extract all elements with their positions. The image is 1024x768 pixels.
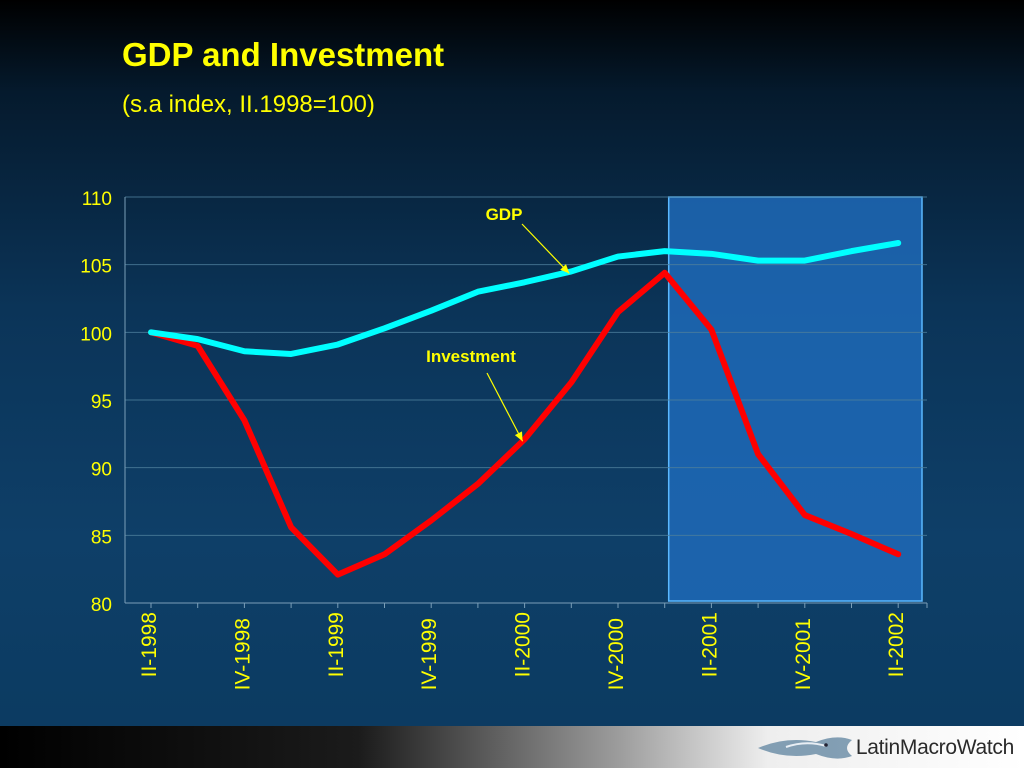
x-tick-label: II-1999 — [325, 612, 348, 677]
logo-text: LatinMacroWatch — [855, 736, 1014, 759]
x-tick-label: IV-2000 — [605, 618, 628, 690]
annotation-arrow-line — [521, 223, 570, 274]
annotation-arrowhead — [560, 264, 570, 274]
chart-subtitle: (s.a index, II.1998=100) — [122, 91, 375, 118]
fish-logo-icon — [757, 737, 852, 759]
x-axis-ticks: II-1998 IV-1998 II-1999 IV-1999 II-2000 IV-20… — [138, 603, 928, 690]
y-tick-label: 95 — [91, 392, 112, 413]
annotation-label: GDP — [486, 205, 523, 224]
annotations: GDP Investment — [426, 205, 570, 442]
series-lines — [148, 240, 902, 578]
y-tick-label: 110 — [82, 189, 112, 210]
x-tick-label: IV-2001 — [792, 618, 815, 690]
y-tick-label: 80 — [91, 595, 112, 616]
y-tick-label: 85 — [91, 527, 112, 548]
highlight-period-box — [667, 196, 923, 602]
x-tick-label: II-1998 — [138, 612, 161, 677]
y-tick-label: 105 — [80, 257, 112, 278]
x-tick-label: IV-1999 — [418, 618, 441, 690]
gridlines — [125, 196, 927, 536]
annotation-arrow-line — [486, 372, 524, 442]
y-tick-label: 100 — [80, 324, 112, 345]
x-tick-label: II-2002 — [885, 612, 908, 677]
y-axis-ticks: 80 85 90 95 100 105 110 — [80, 189, 112, 616]
annotation-label: Investment — [426, 347, 516, 366]
logo: LatinMacroWatch — [756, 730, 1014, 766]
footer-bar — [0, 726, 1024, 768]
y-tick-label: 90 — [91, 460, 112, 481]
x-tick-label: II-2000 — [512, 612, 535, 677]
x-tick-label: II-2001 — [698, 612, 721, 677]
chart-title: GDP and Investment — [122, 36, 445, 73]
x-tick-label: IV-1998 — [231, 618, 254, 690]
axes — [124, 197, 927, 604]
gdp-series-line — [148, 240, 902, 357]
annotation-arrowhead — [514, 431, 523, 442]
investment-series-line — [148, 269, 902, 578]
